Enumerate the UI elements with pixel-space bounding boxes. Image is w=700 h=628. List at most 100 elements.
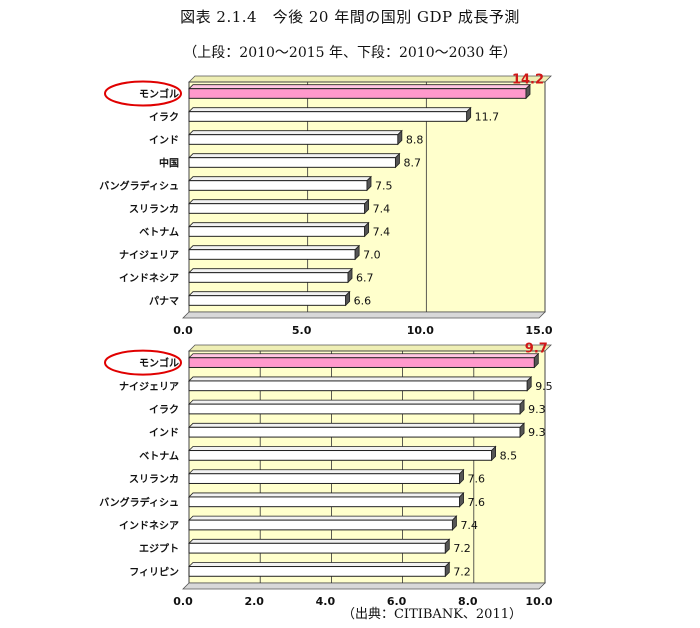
value-label: 7.4	[460, 519, 478, 532]
value-label: 7.6	[468, 496, 486, 509]
bar-top	[188, 291, 351, 297]
bar-end	[444, 538, 450, 555]
value-label: 7.4	[373, 203, 391, 216]
x-tick-label: 15.0	[525, 324, 552, 337]
source-note: （出典：CITIBANK、2011）	[341, 607, 522, 622]
category-label: スリランカ	[129, 474, 179, 486]
bar-end	[395, 152, 400, 169]
bar-end	[519, 399, 525, 415]
category-label: インド	[149, 427, 179, 439]
x-tick-label: 4.0	[316, 595, 336, 608]
bar-end	[397, 129, 403, 146]
value-label: 9.5	[535, 380, 553, 393]
bar-top	[188, 153, 401, 159]
category-label: インド	[149, 135, 179, 147]
gdp-growth-chart-2010-2030: 0.0 2.0 4.0 6.0 8.0 10.0 モンゴル 9.7 ナイジェリア 9.5 イラク 9.…	[99, 342, 553, 608]
value-label: 7.0	[363, 249, 381, 262]
plot-floor	[182, 311, 546, 319]
value-label: 14.2	[512, 73, 544, 88]
value-label: 11.7	[475, 111, 500, 124]
category-label: エジプト	[139, 542, 179, 555]
bar-end	[444, 561, 450, 578]
bar-end	[459, 468, 464, 485]
bar	[188, 157, 396, 168]
bar-top	[188, 84, 531, 90]
x-tick-label: 2.0	[244, 595, 264, 608]
category-label: イラク	[149, 112, 179, 124]
bar-top	[188, 492, 465, 498]
highlight-circle	[104, 80, 182, 107]
x-tick-label: 5.0	[292, 324, 312, 337]
bar-end	[533, 352, 539, 369]
plot-top-face	[188, 75, 552, 83]
category-label: インドネシア	[119, 273, 179, 285]
value-label: 9.3	[528, 426, 546, 439]
value-label: 6.6	[354, 295, 372, 308]
x-tick-label: 10.0	[407, 324, 434, 337]
value-label: 7.2	[453, 565, 471, 578]
bar	[188, 450, 493, 461]
highlight-circle	[104, 349, 182, 376]
bar-top	[188, 130, 403, 136]
gdp-growth-chart-2010-2015: 0.0 5.0 10.0 15.0 モンゴル 14.2 イラク 11.7 インド 8.8 中国 8.7…	[99, 73, 553, 337]
bar	[188, 272, 349, 283]
bar	[188, 111, 468, 122]
bar	[188, 249, 356, 260]
category-label: ナイジェリア	[119, 250, 179, 262]
bar-end	[345, 290, 351, 307]
bar-end	[366, 175, 372, 192]
bar-top	[188, 199, 370, 205]
value-label: 7.4	[373, 226, 391, 239]
value-label: 8.5	[500, 449, 517, 462]
x-tick-label: 10.0	[525, 595, 552, 608]
value-label: 7.6	[468, 473, 486, 486]
bar-end	[364, 198, 370, 215]
bar	[188, 226, 366, 237]
value-label: 9.3	[528, 403, 546, 416]
bar-top	[188, 538, 451, 544]
bar	[188, 542, 446, 554]
bar-top	[188, 245, 361, 251]
bar-top	[188, 268, 353, 274]
value-label: 7.2	[453, 542, 471, 555]
category-label: フィリピン	[129, 566, 179, 578]
category-label: スリランカ	[129, 204, 179, 216]
category-label: イラク	[149, 404, 179, 416]
category-label: モンゴル	[139, 88, 179, 101]
bar-top	[188, 107, 472, 113]
chart-subtitle: （上段：2010～2015 年、下段：2010～2030 年）	[183, 45, 517, 61]
bar	[188, 380, 528, 392]
x-tick-label: 0.0	[173, 324, 193, 337]
bar-top	[188, 353, 540, 359]
plot-floor	[182, 582, 546, 590]
bar-end	[452, 515, 457, 531]
bar-top	[188, 562, 451, 567]
value-label: 6.7	[356, 272, 374, 285]
bar-top	[188, 422, 526, 428]
bar-end	[466, 106, 472, 123]
category-label: パナマ	[149, 296, 179, 308]
category-label: ベトナム	[139, 227, 179, 239]
x-tick-label: 6.0	[387, 595, 407, 608]
bar-top	[188, 469, 465, 475]
bar-top	[188, 515, 458, 521]
value-label: 8.7	[403, 157, 421, 170]
bar-end	[354, 244, 360, 261]
bar	[188, 473, 461, 484]
category-label: 中国	[159, 157, 179, 170]
bar-top	[188, 399, 526, 405]
bar-top	[188, 222, 370, 228]
bar-end	[364, 221, 370, 238]
category-label: モンゴル	[139, 357, 179, 370]
bar	[188, 88, 527, 99]
category-label: ナイジェリア	[119, 381, 179, 393]
bar-end	[519, 422, 525, 439]
value-label: 7.5	[375, 180, 393, 193]
bar-end	[526, 375, 532, 392]
bar	[188, 496, 461, 508]
bar-top	[188, 376, 533, 382]
category-label: ベトナム	[139, 450, 179, 462]
value-label: 9.7	[525, 342, 548, 357]
bar	[188, 180, 368, 191]
bar	[188, 203, 366, 214]
